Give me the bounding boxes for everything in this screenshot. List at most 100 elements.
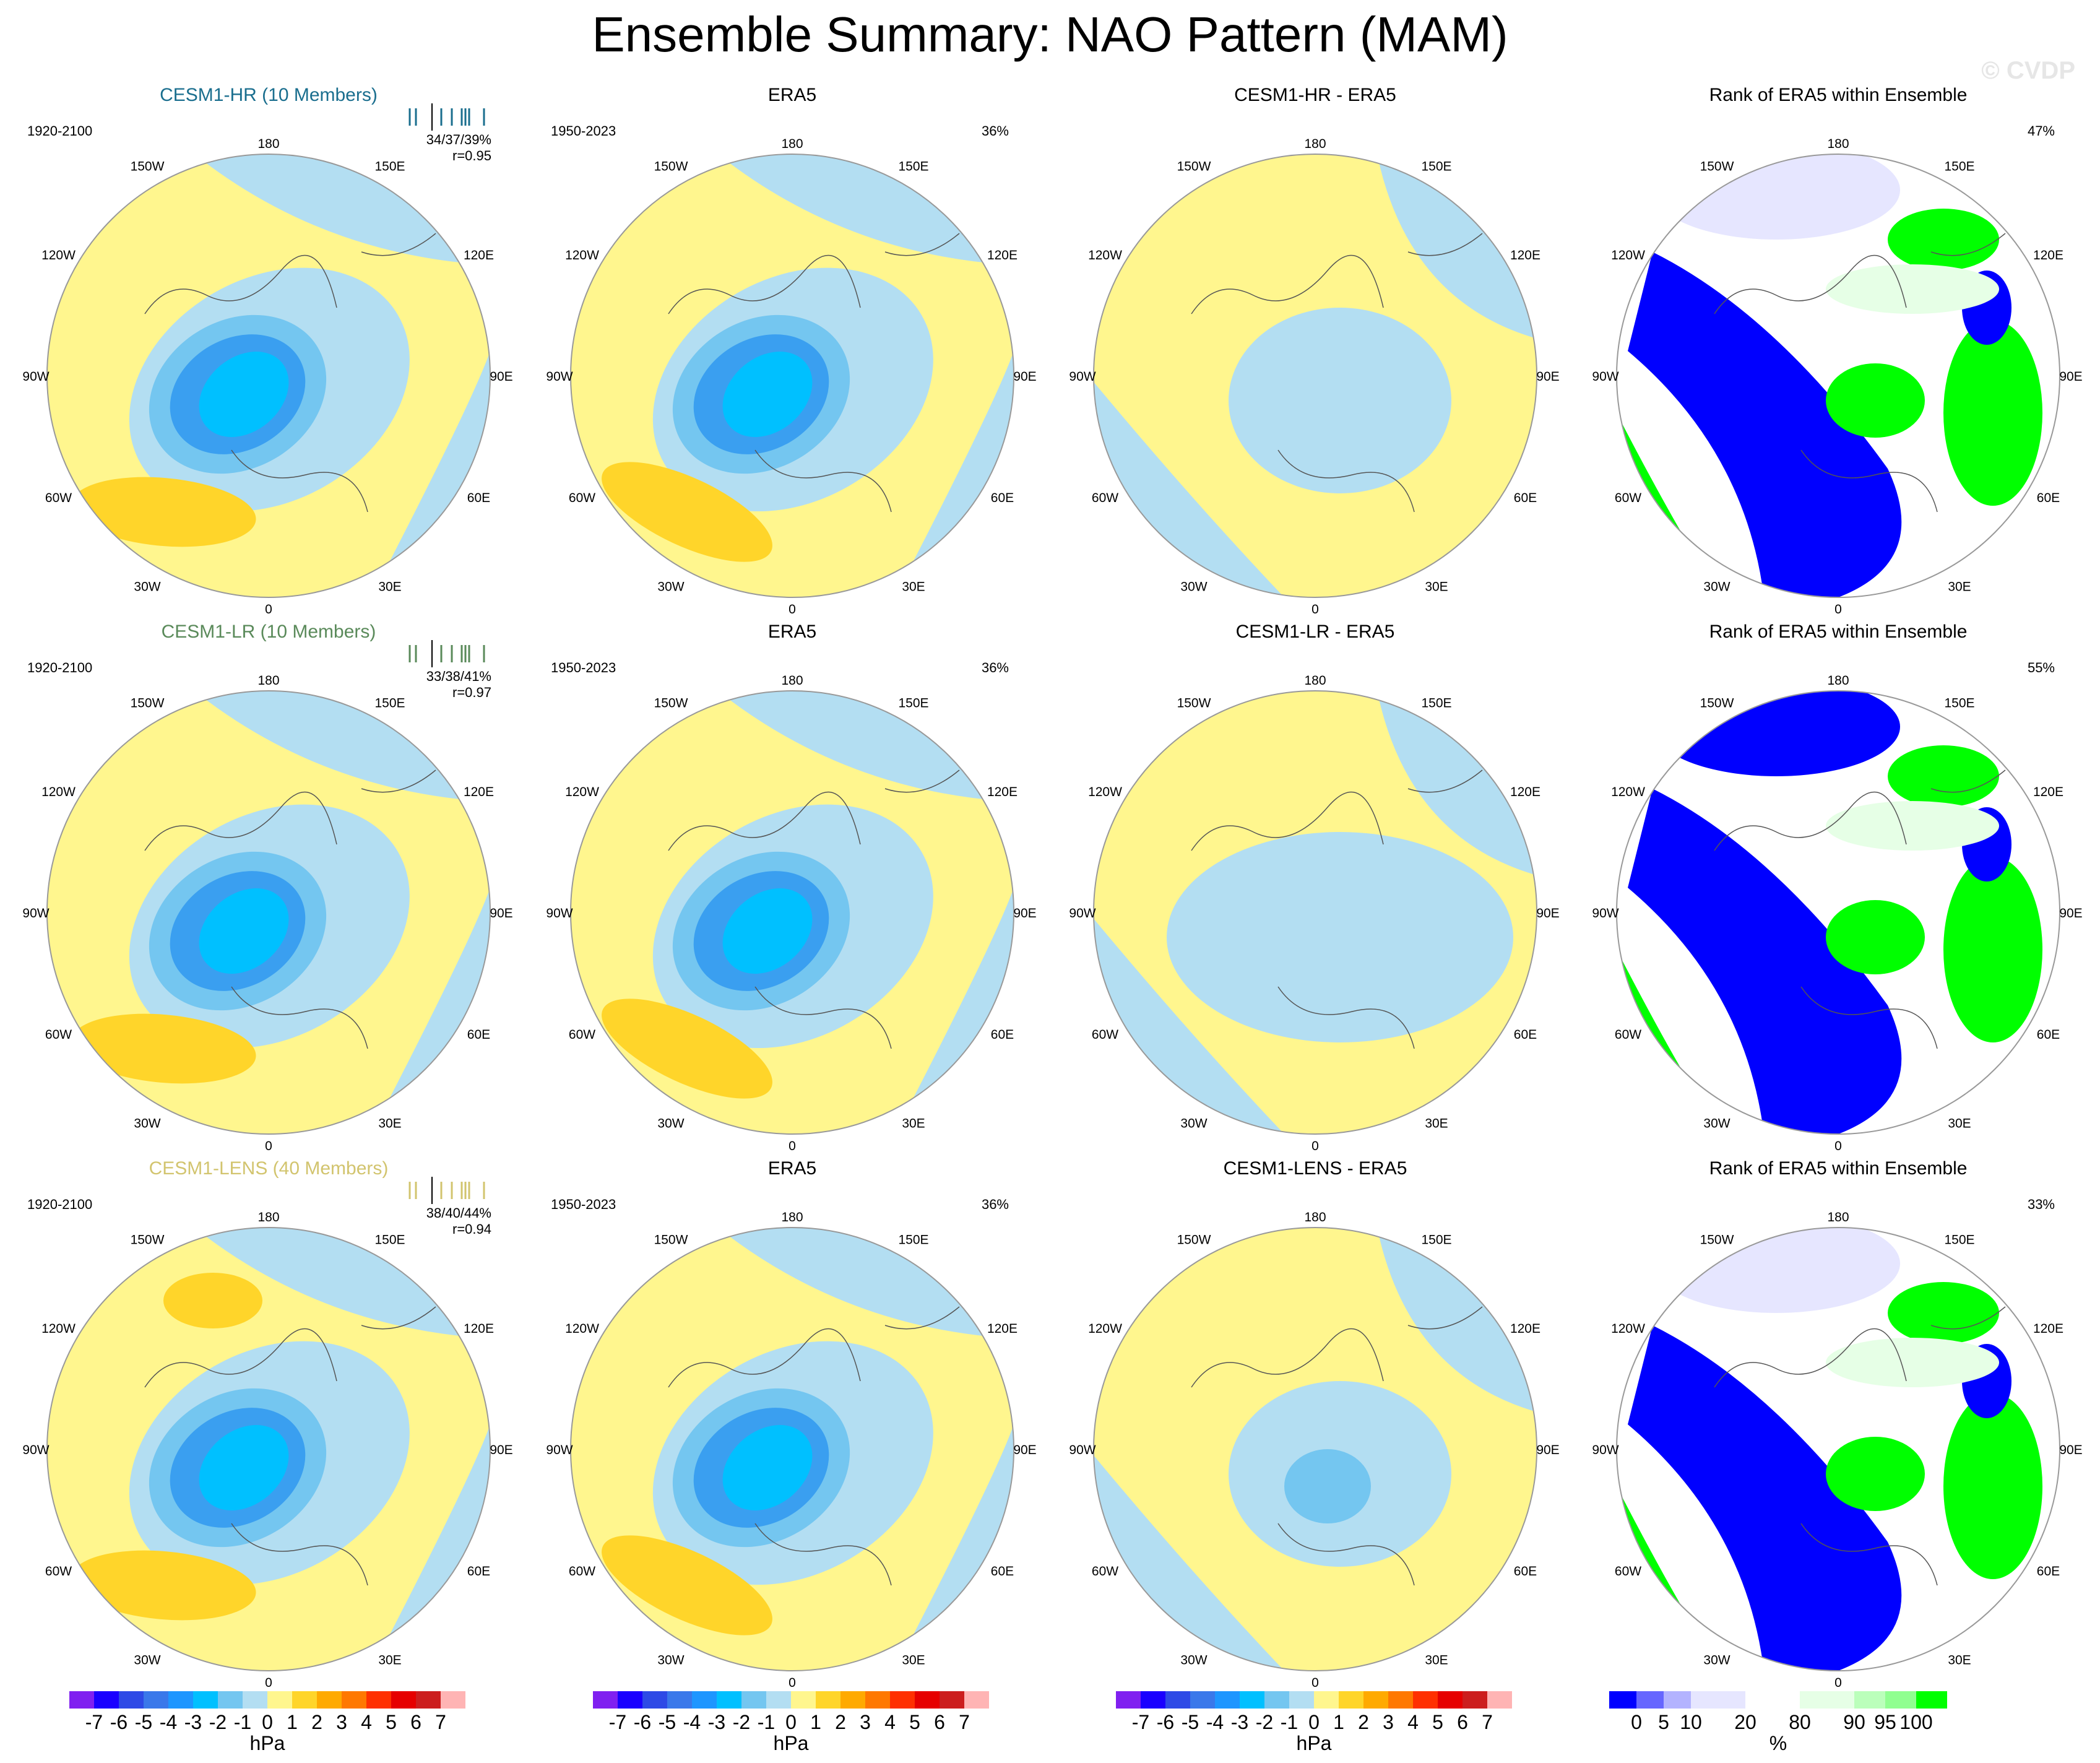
panel-title: CESM1-HR - ERA5 bbox=[1234, 85, 1396, 105]
coastline bbox=[1191, 1306, 1483, 1586]
longitude-label: 60E bbox=[991, 1028, 1014, 1042]
contour-region bbox=[199, 888, 289, 974]
longitude-label: 60W bbox=[1092, 1564, 1118, 1579]
colorbar-swatch bbox=[1745, 1691, 1800, 1709]
longitude-label: 0 bbox=[1834, 1676, 1842, 1690]
colorbar-tick-label: 80 bbox=[1789, 1711, 1811, 1733]
longitude-label: 150W bbox=[1700, 160, 1734, 174]
colorbar-tick-label: 6 bbox=[934, 1711, 945, 1733]
colorbar-swatch bbox=[1141, 1691, 1165, 1709]
map-boundary bbox=[1616, 154, 2060, 598]
longitude-label: 60W bbox=[569, 491, 595, 505]
longitude-label: 120W bbox=[565, 785, 599, 799]
map-boundary bbox=[1093, 690, 1537, 1135]
longitude-label: 30E bbox=[1425, 1116, 1448, 1130]
contour-region bbox=[1826, 264, 1999, 314]
colorbar-swatch bbox=[642, 1691, 667, 1709]
longitude-label: 90W bbox=[1592, 1443, 1618, 1457]
colorbar-swatch bbox=[1609, 1691, 1636, 1709]
longitude-label: 0 bbox=[1311, 1139, 1319, 1153]
panel-title: Rank of ERA5 within Ensemble bbox=[1709, 85, 1968, 105]
colorbar-swatch bbox=[193, 1691, 218, 1709]
contour-region bbox=[1943, 320, 2042, 506]
panel-title: CESM1-LR - ERA5 bbox=[1235, 622, 1395, 642]
colorbar-swatch bbox=[1289, 1691, 1314, 1709]
contour-region bbox=[1826, 801, 1999, 851]
colorbar-unit: hPa bbox=[1296, 1732, 1332, 1754]
longitude-label: 90E bbox=[2059, 370, 2082, 384]
polar-map: 180 150E 120E 90E 60E 30E 0 30W 60W 90W 120W 150W bbox=[22, 137, 512, 617]
colorbar-tick-label: 7 bbox=[435, 1711, 446, 1733]
percent-range: 33/38/41% bbox=[426, 669, 491, 684]
contour-region bbox=[602, 462, 772, 562]
colorbar-swatch bbox=[1916, 1691, 1947, 1709]
longitude-label: 120W bbox=[1611, 1322, 1645, 1336]
longitude-label: 120E bbox=[464, 248, 494, 262]
coastline bbox=[144, 1306, 436, 1586]
longitude-label: 90W bbox=[546, 1443, 573, 1457]
colorbar-swatch bbox=[915, 1691, 940, 1709]
longitude-label: 120W bbox=[41, 248, 76, 262]
map-boundary bbox=[46, 1227, 491, 1671]
longitude-label: 180 bbox=[1827, 137, 1849, 151]
contour-region bbox=[163, 1273, 262, 1328]
longitude-label: 60E bbox=[991, 1564, 1014, 1579]
period-label: 1950-2023 bbox=[551, 123, 616, 139]
percent-variance-label: 55% bbox=[2027, 660, 2055, 675]
longitude-label: 60W bbox=[1092, 491, 1118, 505]
longitude-label: 90E bbox=[1013, 906, 1036, 920]
colorbar-tick-label: -7 bbox=[608, 1711, 627, 1733]
longitude-label: 0 bbox=[1311, 602, 1319, 617]
coastline bbox=[1191, 233, 1483, 513]
longitude-label: 180 bbox=[257, 674, 279, 688]
colorbar-tick-label: 3 bbox=[1383, 1711, 1394, 1733]
longitude-label: 30E bbox=[1948, 1653, 1971, 1667]
polar-map: 180 150E 120E 90E 60E 30E 0 30W 60W 90W 120W 150W bbox=[22, 1210, 512, 1690]
period-label: 1920-2100 bbox=[27, 660, 93, 675]
contour-region bbox=[1888, 1282, 1999, 1344]
longitude-label: 120W bbox=[565, 248, 599, 262]
colorbar-tick-label: -4 bbox=[1206, 1711, 1224, 1733]
polar-map: 180 150E 120E 90E 60E 30E 0 30W 60W 90W 120W 150W bbox=[1592, 1210, 2082, 1690]
longitude-label: 0 bbox=[789, 1676, 796, 1690]
colorbar-tick-label: 7 bbox=[1482, 1711, 1493, 1733]
longitude-label: 180 bbox=[257, 137, 279, 151]
longitude-label: 90W bbox=[1592, 370, 1618, 384]
contour-region bbox=[71, 1550, 256, 1621]
longitude-label: 180 bbox=[1827, 674, 1849, 688]
colorbar-unit: % bbox=[1769, 1732, 1787, 1754]
colorbar-swatch bbox=[618, 1691, 642, 1709]
colorbar-tick-label: 5 bbox=[1432, 1711, 1443, 1733]
longitude-label: 150W bbox=[131, 160, 165, 174]
longitude-label: 150W bbox=[1177, 696, 1211, 711]
longitude-label: 60W bbox=[1092, 1028, 1118, 1042]
colorbar-unit: hPa bbox=[773, 1732, 809, 1754]
colorbar-tick-label: 4 bbox=[884, 1711, 896, 1733]
longitude-label: 60W bbox=[45, 1564, 72, 1579]
longitude-label: 180 bbox=[1304, 137, 1326, 151]
percent-variance-label: 36% bbox=[981, 660, 1009, 675]
colorbar-swatch bbox=[1388, 1691, 1413, 1709]
longitude-label: 120W bbox=[565, 1322, 599, 1336]
colorbar-swatch bbox=[1314, 1691, 1339, 1709]
panel-model-row2: CESM1-LR (10 Members) 1920-2100 33/38/41% r… bbox=[9, 622, 529, 1154]
colorbar-tick-label: 90 bbox=[1843, 1711, 1865, 1733]
longitude-label: 150W bbox=[1177, 1233, 1211, 1247]
longitude-label: 120E bbox=[2033, 248, 2063, 262]
longitude-label: 120W bbox=[1088, 248, 1122, 262]
longitude-label: 60E bbox=[1514, 1564, 1537, 1579]
colorbar-tick-label: 5 bbox=[386, 1711, 397, 1733]
colorbar-swatch bbox=[865, 1691, 890, 1709]
longitude-label: 60W bbox=[45, 491, 72, 505]
coastline bbox=[144, 233, 436, 513]
contour-region bbox=[1943, 1393, 2042, 1579]
longitude-label: 60E bbox=[467, 491, 490, 505]
longitude-label: 30W bbox=[1180, 1653, 1207, 1667]
colorbar-unit: hPa bbox=[249, 1732, 285, 1754]
longitude-label: 180 bbox=[1304, 674, 1326, 688]
colorbar-tick-label: -6 bbox=[1156, 1711, 1175, 1733]
longitude-label: 150E bbox=[374, 160, 405, 174]
map-boundary bbox=[46, 690, 491, 1135]
longitude-label: 90W bbox=[546, 370, 573, 384]
colorbar-tick-label: -2 bbox=[1255, 1711, 1274, 1733]
